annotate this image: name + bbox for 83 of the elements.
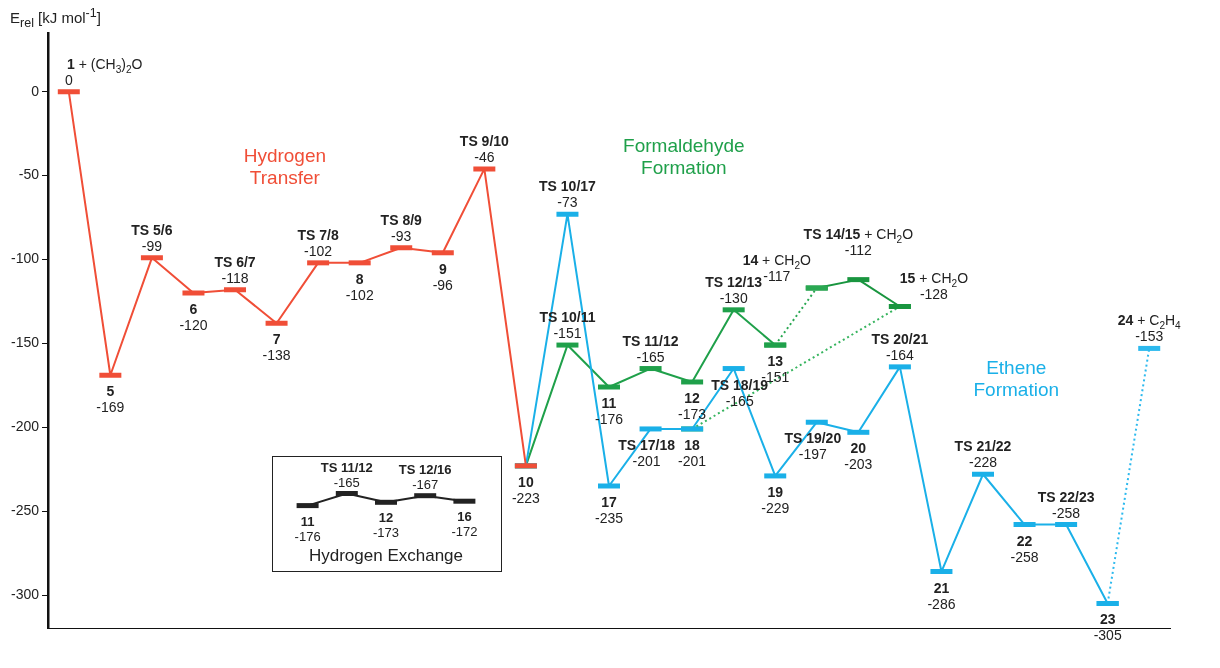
y-tick-label: -100	[10, 250, 40, 267]
annotation: 5	[106, 383, 115, 400]
annotation: 18	[684, 436, 701, 453]
annotation: TS 7/8	[297, 226, 339, 243]
data-label: -235	[595, 509, 624, 526]
annotation: 21	[933, 579, 950, 596]
data-label: -173	[372, 525, 400, 541]
annotation: 11	[300, 513, 315, 529]
y-tick-label: 0	[31, 82, 40, 99]
annotation: TS 9/10	[459, 132, 510, 149]
data-label: -138	[262, 347, 291, 364]
data-label: -117	[763, 268, 791, 285]
annotation: TS 12/16	[398, 461, 452, 477]
y-axis-title: E$_{rel}$ [kJ mol$^{-1}$]	[10, 6, 101, 30]
data-label: -118	[221, 269, 249, 286]
annotation: 12	[378, 510, 394, 526]
annotation: TS 11/12	[622, 332, 679, 349]
data-label: -172	[451, 524, 478, 540]
y-tick-label: -50	[18, 166, 40, 183]
data-label: -102	[345, 286, 374, 303]
annotation: 9	[438, 260, 447, 277]
data-label: -258	[1010, 548, 1039, 565]
data-label: -165	[636, 348, 665, 365]
data-label: -153	[1135, 328, 1164, 345]
data-label: -73	[557, 194, 578, 211]
annotation: TS 11/12	[320, 459, 373, 475]
data-label: -201	[632, 452, 661, 469]
data-label: -223	[511, 489, 541, 506]
data-label: -197	[798, 446, 828, 463]
text: Hydrogen Exchange	[307, 546, 464, 566]
annotation: 13	[767, 353, 784, 370]
data-label: -112	[844, 241, 873, 258]
annotation: 8	[355, 270, 364, 287]
annotation: 16	[457, 509, 472, 525]
data-label: -93	[391, 227, 412, 244]
annotation: 10	[518, 473, 534, 490]
data-label: -203	[844, 456, 873, 473]
text: Formaldehyde Formation	[623, 135, 745, 179]
annotation: TS 5/6	[131, 221, 173, 238]
annotation: TS 22/23	[1037, 488, 1095, 505]
data-label: -167	[412, 476, 439, 492]
annotation: 17	[601, 493, 618, 510]
data-label: -46	[474, 148, 495, 165]
y-tick-label: -250	[10, 502, 40, 519]
data-label: -130	[719, 289, 748, 306]
annotation: TS 10/17	[539, 178, 597, 195]
annotation: 22	[1016, 532, 1033, 549]
annotation: 6	[189, 301, 198, 318]
annotation: 23	[1099, 611, 1116, 628]
annotation: TS 6/7	[214, 253, 256, 270]
data-label: -96	[432, 276, 454, 293]
annotation: TS 20/21	[871, 330, 929, 347]
data-label: -164	[885, 346, 915, 363]
text: Hydrogen Transfer	[243, 145, 327, 189]
data-label: -201	[678, 452, 707, 469]
data-label: -258	[1052, 504, 1081, 521]
data-label: -305	[1093, 627, 1122, 644]
y-tick-label: -150	[10, 334, 40, 351]
annotation: 20	[850, 440, 867, 457]
data-label: -102	[304, 242, 333, 259]
data-label: -165	[333, 474, 360, 490]
data-label: 0	[64, 71, 73, 88]
annotation: 19	[767, 483, 784, 500]
y-tick-label: -300	[10, 585, 40, 602]
annotation: TS 12/13	[705, 273, 763, 290]
annotation: TS 19/20	[784, 430, 842, 447]
data-label: -286	[927, 595, 956, 612]
annotation: TS 17/18	[618, 436, 676, 453]
data-label: -169	[96, 399, 125, 416]
data-label: -151	[553, 325, 582, 342]
annotation: 12	[684, 389, 701, 406]
annotation: 7	[272, 331, 281, 348]
data-label: -176	[294, 528, 321, 544]
annotation: TS 21/22	[954, 438, 1012, 455]
data-label: -228	[968, 454, 998, 471]
annotation: TS 8/9	[380, 211, 423, 228]
text: Ethene Formation	[973, 356, 1060, 400]
data-label: -120	[179, 317, 208, 334]
data-label: -229	[761, 499, 790, 516]
data-label: -99	[141, 237, 163, 254]
y-tick-label: -200	[10, 418, 40, 435]
annotation: 11	[601, 395, 617, 411]
data-label: -128	[919, 286, 949, 303]
